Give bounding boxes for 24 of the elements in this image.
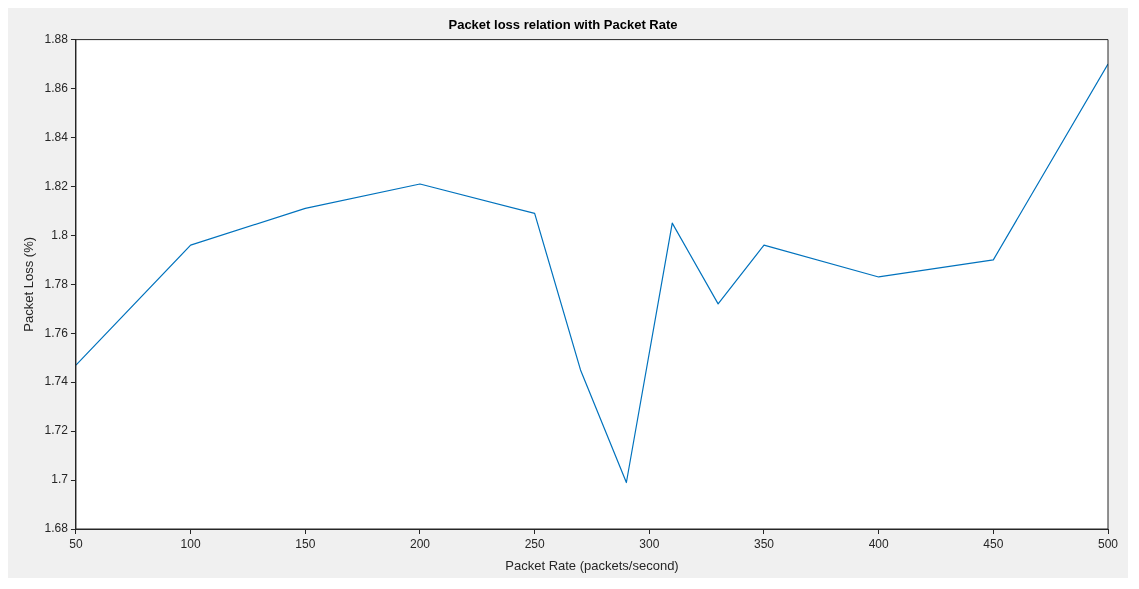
y-tick-label: 1.74 <box>44 374 69 389</box>
y-tick-label: 1.76 <box>44 325 69 340</box>
x-tick-label: 450 <box>983 536 1004 551</box>
y-tick-label: 1.82 <box>44 178 69 193</box>
x-tick-label: 250 <box>524 536 545 551</box>
y-tick-label: 1.68 <box>44 521 69 536</box>
y-tick-label: 1.7 <box>51 472 69 487</box>
y-tick-label: 1.78 <box>44 276 69 291</box>
x-tick-label: 100 <box>180 536 201 551</box>
y-tick-label: 1.72 <box>44 423 69 438</box>
y-tick-label: 1.8 <box>51 227 69 242</box>
y-tick-label: 1.88 <box>44 31 69 46</box>
y-tick-label: 1.84 <box>44 129 69 144</box>
y-axis-title: Packet Loss (%) <box>21 236 37 332</box>
x-axis-title: Packet Rate (packets/second) <box>505 557 679 573</box>
x-tick-label: 50 <box>69 536 83 551</box>
chart-title: Packet loss relation with Packet Rate <box>448 17 678 33</box>
x-tick-label: 500 <box>1097 536 1119 551</box>
x-tick-label: 200 <box>409 536 431 551</box>
x-tick-label: 400 <box>868 536 889 551</box>
x-tick-label: 350 <box>753 536 775 551</box>
x-tick-label: 150 <box>295 536 316 551</box>
x-tick-label: 300 <box>639 536 660 551</box>
y-tick-label: 1.86 <box>44 80 69 95</box>
